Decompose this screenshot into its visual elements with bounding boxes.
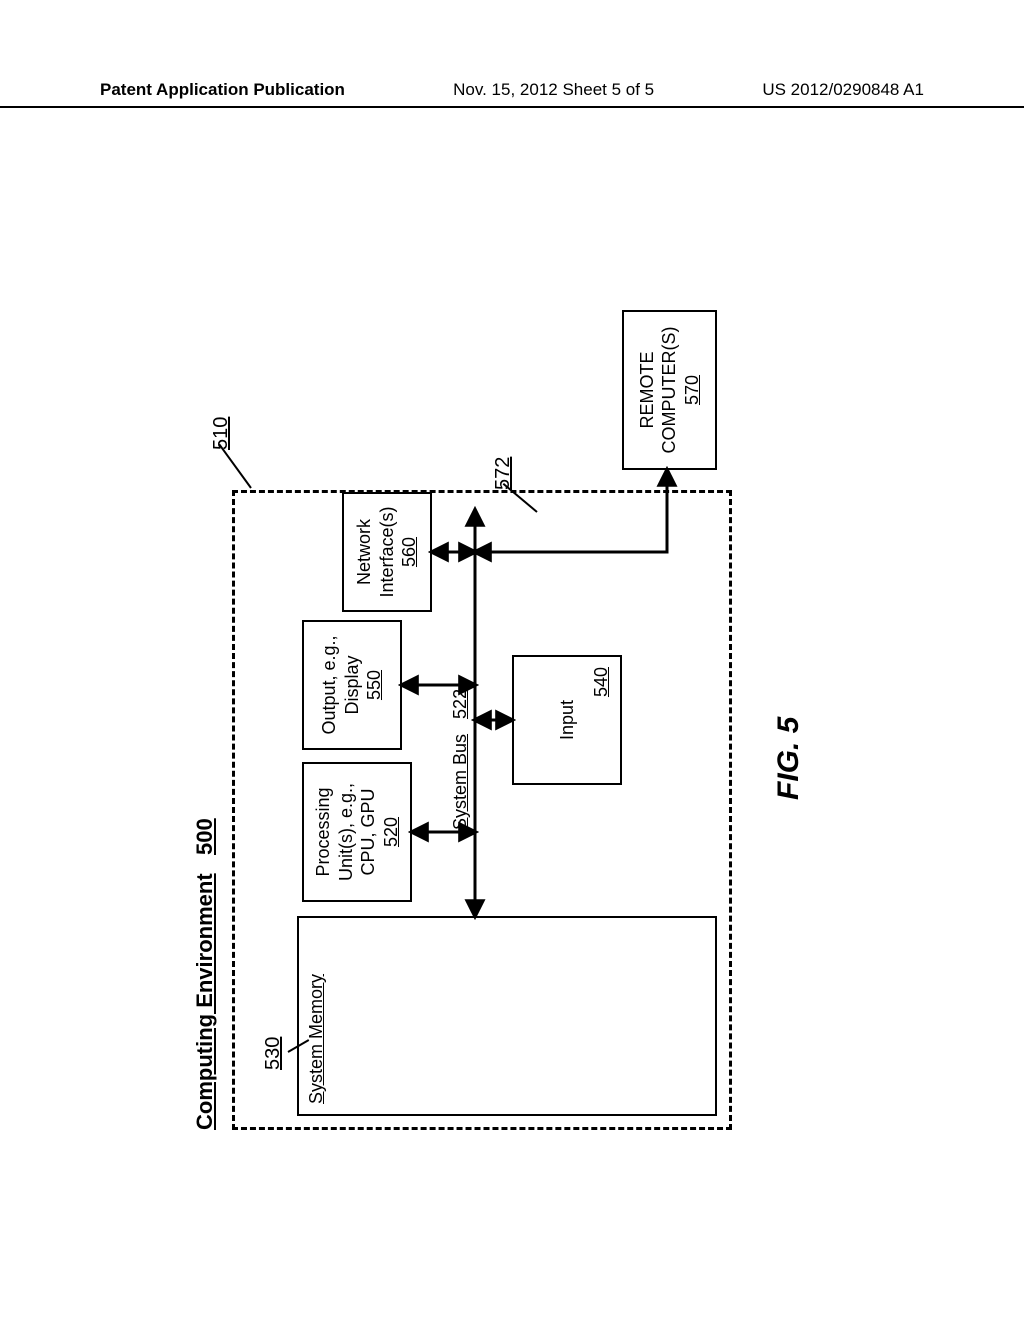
header-center: Nov. 15, 2012 Sheet 5 of 5 xyxy=(453,80,654,100)
header-right: US 2012/0290848 A1 xyxy=(762,80,924,100)
page-header: Patent Application Publication Nov. 15, … xyxy=(0,80,1024,108)
page: Patent Application Publication Nov. 15, … xyxy=(0,0,1024,1320)
header-left: Patent Application Publication xyxy=(100,80,345,100)
diagram-stage: Computing Environment 500 510 System Mem… xyxy=(192,310,832,1130)
connection-arrows xyxy=(192,310,832,1130)
conn-netif-remote xyxy=(475,470,667,552)
